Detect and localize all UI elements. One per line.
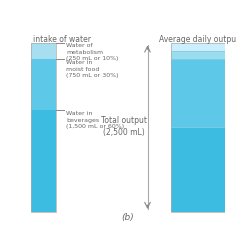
Bar bbox=[171, 42, 225, 51]
Text: intake of water: intake of water bbox=[33, 35, 91, 44]
Text: Water in
beverages
(1,500 mL or 60%): Water in beverages (1,500 mL or 60%) bbox=[66, 111, 124, 129]
Text: Water in
moist food
(750 mL or 30%): Water in moist food (750 mL or 30%) bbox=[66, 60, 119, 78]
Bar bbox=[31, 42, 56, 59]
Bar bbox=[31, 110, 56, 212]
Text: Average daily outpu: Average daily outpu bbox=[159, 35, 236, 44]
Bar bbox=[171, 127, 225, 212]
Text: Total output
(2,500 mL): Total output (2,500 mL) bbox=[101, 116, 147, 137]
Bar bbox=[31, 42, 56, 212]
Bar bbox=[31, 60, 56, 110]
Bar bbox=[171, 60, 225, 127]
Bar bbox=[171, 51, 225, 60]
Bar bbox=[171, 42, 225, 212]
Text: (b): (b) bbox=[122, 212, 134, 222]
Text: Water of
metabolism
(250 mL or 10%): Water of metabolism (250 mL or 10%) bbox=[66, 44, 118, 61]
